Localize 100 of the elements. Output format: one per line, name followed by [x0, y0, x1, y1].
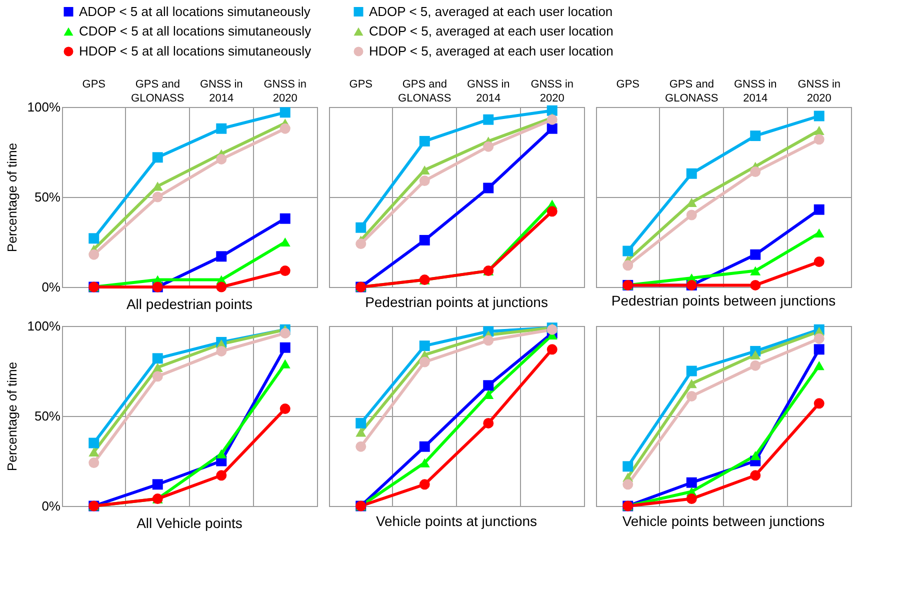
point [686, 390, 697, 402]
point [483, 141, 494, 152]
point [216, 123, 227, 134]
legend-label: CDOP < 5, averaged at each user location [369, 24, 614, 38]
y-tick-label: 100% [27, 318, 61, 334]
point [280, 107, 290, 118]
point [152, 152, 163, 163]
x-axis-title: Pedestrian points at junctions [365, 294, 548, 310]
x-tick-label: GNSS in 2020 [530, 78, 574, 104]
point [280, 359, 290, 368]
point [280, 342, 290, 353]
point [280, 328, 290, 338]
legend-label: ADOP < 5, averaged at each user location [369, 4, 613, 19]
x-tick-label: GNSS in 2014 [200, 78, 243, 104]
point [152, 192, 163, 202]
point [152, 353, 163, 364]
point [814, 344, 824, 355]
point [152, 362, 163, 372]
point [419, 165, 430, 175]
y-tick-label: 50% [34, 190, 61, 204]
point [280, 237, 290, 247]
point [152, 479, 163, 490]
point [280, 404, 290, 414]
legend-label: HDOP < 5 at all locations simutaneously [79, 44, 312, 58]
point [546, 105, 558, 116]
point [483, 114, 494, 125]
point [814, 134, 824, 145]
point [622, 246, 634, 256]
point [483, 182, 494, 194]
x-tick-label: GPS [616, 78, 640, 90]
point [814, 256, 824, 268]
point [356, 428, 366, 437]
point [686, 477, 697, 488]
point [483, 335, 494, 346]
point [622, 479, 634, 490]
point [419, 234, 430, 246]
point [814, 361, 824, 370]
point [750, 360, 761, 371]
point [280, 266, 290, 276]
point [686, 168, 697, 179]
x-axis-title: Vehicle points between junctions [622, 513, 825, 530]
point [750, 266, 761, 276]
y-axis-title: Percentage of time [4, 362, 20, 472]
point [750, 249, 761, 260]
y-axis-title: Percentage of time [4, 142, 20, 252]
point [216, 282, 227, 292]
point [216, 470, 227, 481]
point [88, 458, 100, 468]
point [88, 233, 100, 244]
legend-label: ADOP < 5 at all locations simutaneously [79, 4, 311, 19]
x-tick-label: GNSS in 2020 [798, 78, 841, 104]
point [622, 461, 634, 472]
point [216, 346, 227, 356]
point [280, 123, 290, 134]
x-tick-label: GNSS in 2020 [264, 78, 307, 104]
point [814, 228, 824, 238]
point [686, 379, 697, 388]
y-tick-label: 0% [42, 498, 61, 514]
x-tick-label: GPS [349, 78, 372, 90]
point [686, 366, 697, 376]
point [686, 210, 697, 220]
x-tick-label: GPS [82, 78, 106, 90]
point [686, 494, 697, 504]
point [419, 356, 430, 368]
point [419, 136, 430, 146]
x-axis-title: Pedestrian points between junctions [611, 292, 836, 308]
point [88, 447, 100, 457]
point [419, 479, 430, 490]
point [216, 251, 227, 262]
x-axis-title: Vehicle points at junctions [376, 513, 538, 530]
point [152, 371, 163, 382]
x-tick-label: GPS and GLONASS [131, 78, 184, 104]
point [419, 340, 430, 352]
y-tick-label: 0% [42, 280, 61, 294]
point [419, 441, 430, 452]
x-tick-label: GPS and GLONASS [398, 78, 452, 104]
point [814, 333, 824, 344]
point [356, 222, 366, 233]
point [216, 154, 227, 164]
point [356, 238, 366, 250]
x-tick-label: GNSS in 2014 [734, 78, 777, 104]
point [483, 418, 494, 428]
x-axis-title: All Vehicle points [136, 515, 242, 531]
point [546, 114, 558, 125]
point [356, 418, 366, 428]
point [546, 206, 558, 217]
point [546, 123, 558, 134]
x-axis-title: All pedestrian points [126, 296, 253, 312]
point [622, 260, 634, 271]
y-tick-label: 50% [34, 408, 61, 424]
x-tick-label: GPS and GLONASS [665, 78, 718, 104]
point [750, 166, 761, 178]
point [750, 470, 761, 481]
point [88, 249, 100, 260]
point [814, 110, 824, 122]
point [814, 126, 824, 135]
x-tick-label: GNSS in 2014 [466, 78, 510, 104]
point [750, 350, 761, 360]
legend-label: HDOP < 5, averaged at each user location [369, 44, 614, 58]
point [750, 451, 761, 460]
